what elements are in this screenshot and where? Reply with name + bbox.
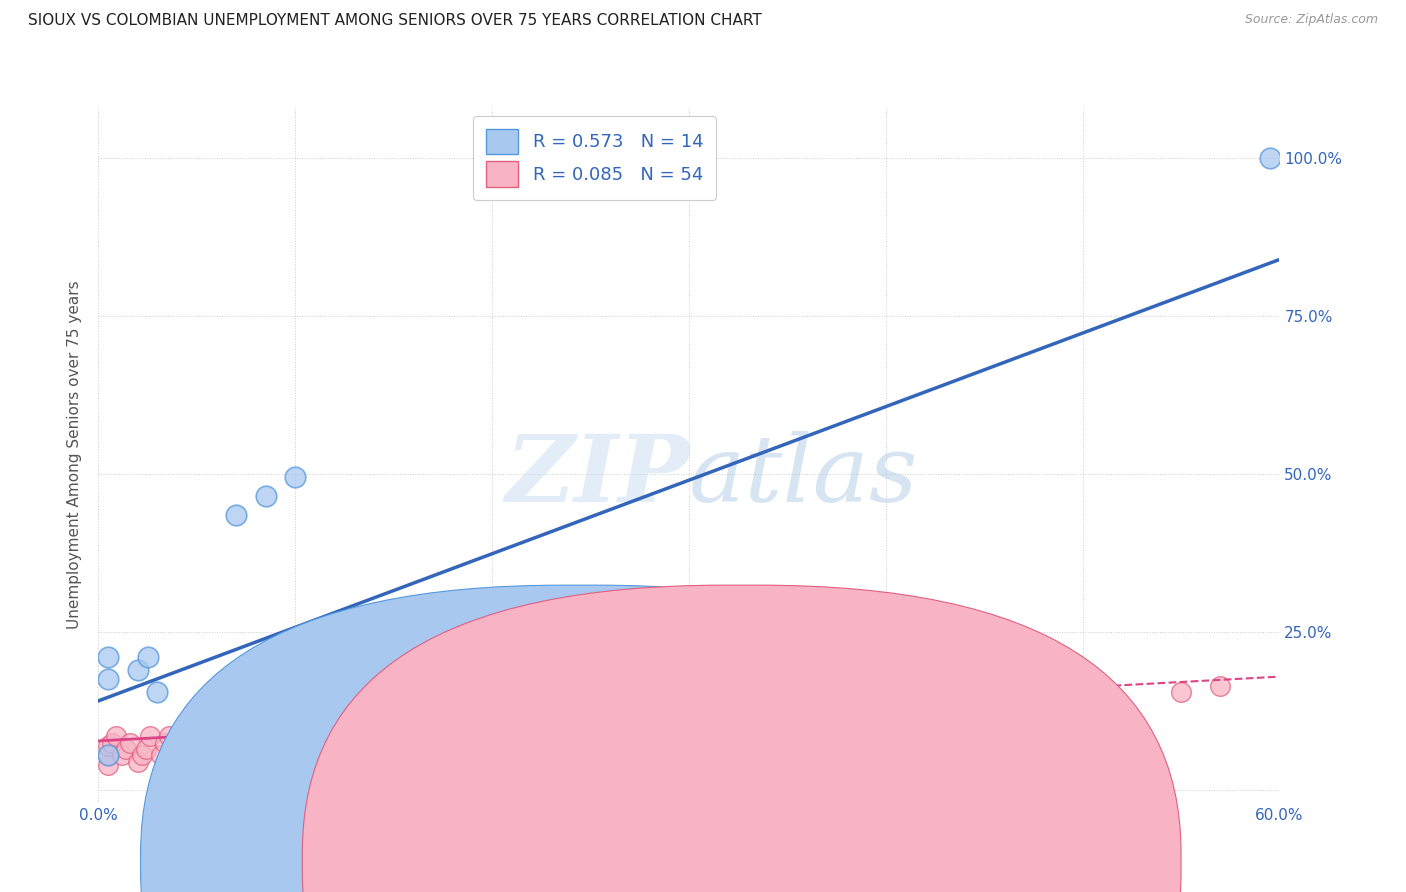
Point xyxy=(97,757,120,772)
Point xyxy=(540,691,562,706)
Point xyxy=(382,647,405,661)
Point xyxy=(269,730,291,744)
Point xyxy=(127,755,149,769)
Point xyxy=(328,710,350,724)
Text: SIOUX VS COLOMBIAN UNEMPLOYMENT AMONG SENIORS OVER 75 YEARS CORRELATION CHART: SIOUX VS COLOMBIAN UNEMPLOYMENT AMONG SE… xyxy=(28,13,762,29)
Point xyxy=(225,508,247,522)
Point xyxy=(155,736,177,750)
Text: Colombians: Colombians xyxy=(769,855,859,870)
Point xyxy=(678,748,700,763)
Point xyxy=(97,748,120,763)
Point xyxy=(97,650,120,665)
Point xyxy=(195,723,218,737)
Point xyxy=(619,748,641,763)
Point xyxy=(441,704,464,718)
Point xyxy=(127,663,149,677)
Point xyxy=(481,691,503,706)
Point xyxy=(343,716,366,731)
Point xyxy=(1071,691,1094,706)
Point xyxy=(520,691,543,706)
Y-axis label: Unemployment Among Seniors over 75 years: Unemployment Among Seniors over 75 years xyxy=(67,281,83,629)
Point xyxy=(97,673,120,687)
Point xyxy=(177,723,200,737)
Point xyxy=(363,710,385,724)
Point xyxy=(97,739,120,753)
Point xyxy=(229,736,252,750)
Text: Sioux: Sioux xyxy=(607,855,650,870)
Point xyxy=(146,685,169,699)
Point xyxy=(138,730,160,744)
Point xyxy=(332,647,354,661)
Point xyxy=(233,723,256,737)
Point xyxy=(1209,679,1232,693)
Point xyxy=(136,650,159,665)
Point xyxy=(284,470,307,484)
Point xyxy=(115,742,138,756)
Point xyxy=(249,742,271,756)
Point xyxy=(294,716,316,731)
Point xyxy=(135,742,157,756)
Text: Source: ZipAtlas.com: Source: ZipAtlas.com xyxy=(1244,13,1378,27)
Point xyxy=(835,622,858,636)
Point xyxy=(111,748,134,763)
Point xyxy=(274,716,297,731)
Point xyxy=(190,742,212,756)
Point xyxy=(461,698,484,712)
Point xyxy=(579,748,602,763)
Point xyxy=(176,777,198,791)
Point xyxy=(1170,685,1192,699)
Point xyxy=(501,704,523,718)
Text: atlas: atlas xyxy=(689,431,918,521)
Point xyxy=(101,736,124,750)
Point xyxy=(215,730,238,744)
Point xyxy=(131,748,153,763)
Point xyxy=(236,710,259,724)
Point xyxy=(264,755,287,769)
Point xyxy=(284,730,307,744)
Legend: R = 0.573   N = 14, R = 0.085   N = 54: R = 0.573 N = 14, R = 0.085 N = 54 xyxy=(472,116,716,200)
Point xyxy=(150,748,173,763)
Point xyxy=(105,730,128,744)
Text: ZIP: ZIP xyxy=(505,431,689,521)
Point xyxy=(209,742,232,756)
Point xyxy=(166,773,188,788)
Point xyxy=(170,748,193,763)
Point xyxy=(1258,151,1281,165)
Point xyxy=(254,489,277,503)
Point xyxy=(422,704,444,718)
Point xyxy=(174,736,197,750)
Point xyxy=(323,716,346,731)
Point xyxy=(254,723,277,737)
Point xyxy=(304,723,326,737)
Point xyxy=(157,730,180,744)
Point xyxy=(402,704,425,718)
Point xyxy=(97,748,120,763)
Point xyxy=(264,736,287,750)
Point xyxy=(353,640,375,655)
Point xyxy=(118,736,141,750)
